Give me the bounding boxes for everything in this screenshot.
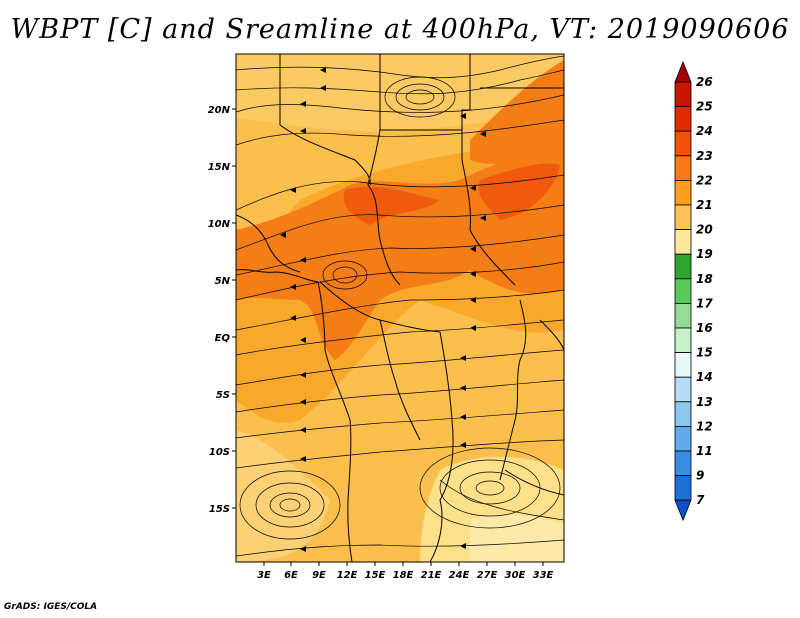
colorbar-label: 22 — [696, 173, 713, 187]
chart-title: WBPT [C] and Sreamline at 400hPa, VT: 20… — [10, 14, 790, 45]
map-frame — [235, 53, 565, 563]
colorbar-label: 7 — [696, 493, 705, 507]
lon-label: 21E — [421, 570, 442, 581]
colorbar-label: 25 — [696, 100, 713, 114]
colorbar-label: 13 — [696, 395, 713, 409]
colorbar-swatch — [674, 475, 692, 501]
colorbar-swatch — [674, 401, 692, 427]
colorbar-swatch — [674, 253, 692, 280]
lon-label: 18E — [393, 570, 414, 581]
lat-label: 20N — [208, 105, 231, 116]
colorbar-label: 23 — [696, 149, 713, 163]
colorbar-top-arrow — [674, 60, 692, 83]
colorbar-label: 19 — [696, 247, 713, 261]
colorbar-label: 14 — [696, 370, 713, 384]
colorbar-label: 18 — [696, 272, 713, 286]
lon-label: 30E — [505, 570, 526, 581]
lon-label: 3E — [257, 570, 271, 581]
colorbar-bottom-arrow — [674, 499, 692, 522]
colorbar-swatch — [674, 376, 692, 403]
colorbar-swatch — [674, 155, 692, 181]
latitude-axis: 20N 15N 10N 5N EQ 5S 10S 15S — [208, 105, 236, 515]
longitude-axis: 3E 6E 9E 12E 15E 18E 21E 24E 27E 30E 33E — [257, 562, 554, 581]
footer-credit: GrADS: IGES/COLA — [4, 602, 98, 612]
colorbar-label: 21 — [696, 198, 713, 212]
colorbar-label: 16 — [696, 321, 713, 335]
country-borders — [236, 54, 564, 562]
lat-label: EQ — [215, 333, 231, 344]
colorbar-label: 24 — [696, 124, 713, 138]
colorbar-label: 17 — [696, 296, 713, 310]
streamline-arrows — [280, 67, 486, 552]
lon-label: 9E — [312, 570, 326, 581]
lat-label: 15N — [208, 162, 231, 173]
lat-label: 5S — [216, 390, 230, 401]
colorbar: 26 25 24 23 22 21 20 19 18 17 16 15 14 13 12 11 9 7 — [674, 60, 713, 522]
colorbar-label: 12 — [696, 419, 713, 433]
wbpt-field — [236, 54, 564, 562]
colorbar-label: 9 — [696, 469, 704, 483]
lon-label: 15E — [365, 570, 386, 581]
colorbar-swatch — [674, 106, 692, 132]
lon-label: 6E — [284, 570, 298, 581]
lon-label: 24E — [449, 570, 470, 581]
colorbar-swatch — [674, 204, 692, 231]
colorbar-label: 26 — [696, 75, 713, 89]
colorbar-swatch — [674, 179, 692, 206]
colorbar-swatch — [674, 229, 692, 255]
colorbar-swatch — [674, 450, 692, 477]
lat-label: 5N — [215, 276, 231, 287]
colorbar-swatch — [674, 352, 692, 378]
colorbar-swatch — [674, 425, 692, 452]
colorbar-label: 15 — [696, 346, 713, 360]
colorbar-label: 20 — [696, 223, 713, 237]
lon-label: 27E — [477, 570, 498, 581]
lat-label: 10S — [209, 447, 230, 458]
colorbar-swatch — [674, 81, 692, 108]
lon-label: 33E — [533, 570, 554, 581]
colorbar-swatch — [674, 278, 692, 304]
lon-label: 12E — [337, 570, 358, 581]
colorbar-label: 11 — [696, 444, 713, 458]
colorbar-swatch — [674, 130, 692, 157]
lat-label: 10N — [208, 219, 231, 230]
colorbar-swatch — [674, 302, 692, 329]
colorbar-swatch — [674, 327, 692, 354]
lat-label: 15S — [209, 504, 230, 515]
